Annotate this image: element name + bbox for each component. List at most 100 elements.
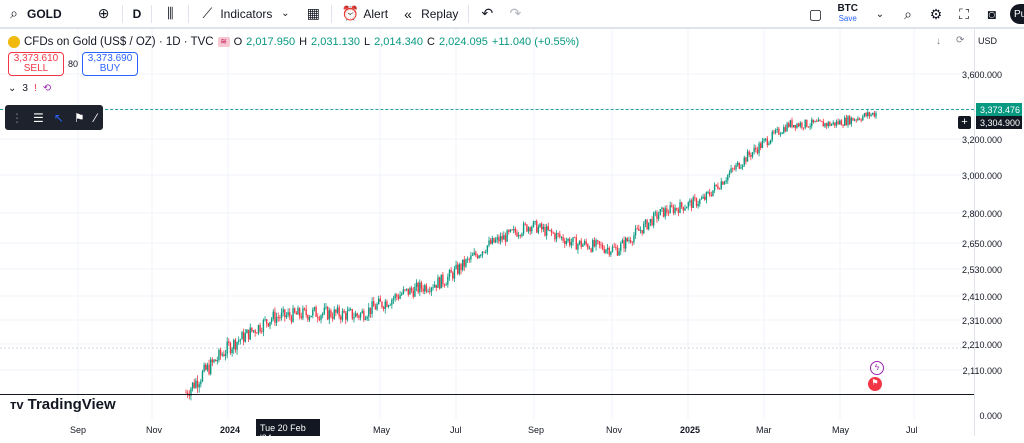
undo-button[interactable]: ↶ <box>473 0 501 28</box>
candle-body <box>541 223 543 230</box>
market-status-icon[interactable]: ≋ <box>217 37 230 47</box>
candle-body <box>687 202 689 208</box>
candle-body <box>544 226 546 236</box>
candle-body <box>377 298 380 305</box>
candle-body <box>412 290 414 297</box>
candle-body <box>832 122 834 125</box>
chart-type-button[interactable]: ⫼ <box>156 0 184 28</box>
redo-button[interactable]: ↷ <box>501 0 529 28</box>
time-axis[interactable]: Sep Nov 2024 May Jul Sep Nov 2025 Mar Ma… <box>0 418 974 436</box>
currency-selector[interactable]: USD <box>978 36 998 46</box>
brush-icon[interactable]: ⁄ <box>94 110 97 125</box>
save-label: Save <box>838 14 857 23</box>
price-chart[interactable] <box>0 29 974 436</box>
candle-body <box>369 307 372 315</box>
add-alert-button[interactable]: + <box>958 116 971 129</box>
quick-search-button[interactable]: ⌕ <box>894 0 922 28</box>
candle-body <box>585 241 587 245</box>
tradingview-logo[interactable]: ᴛᴠ TradingView <box>10 396 116 413</box>
candle-body <box>351 309 354 319</box>
candle-body <box>448 270 451 277</box>
compare-button[interactable]: ⊕ <box>90 0 118 28</box>
candle-body <box>768 143 770 145</box>
candle-body <box>489 240 492 244</box>
layout-save-button[interactable]: BTC Save <box>829 4 866 24</box>
candle-body <box>755 147 757 150</box>
candle-body <box>298 308 301 317</box>
indicators-button[interactable]: ⟋ Indicators ⌄ <box>193 0 299 28</box>
candle-body <box>722 181 724 185</box>
replay-button[interactable]: « Replay <box>394 0 464 28</box>
candle-body <box>368 307 370 317</box>
high-label: H <box>299 36 308 48</box>
candle-body <box>494 239 497 243</box>
snapshot-button[interactable]: ◙ <box>978 0 1006 28</box>
publish-button[interactable]: Pu <box>1010 4 1024 24</box>
candle-body <box>442 274 444 285</box>
lines-icon[interactable]: ☰ <box>33 110 44 125</box>
candle-body <box>272 311 274 319</box>
candle-body <box>648 222 650 230</box>
candle-body <box>753 147 755 153</box>
candle-body <box>373 301 375 307</box>
candle-body <box>537 227 540 233</box>
sell-button[interactable]: 3,373.610 SELL <box>8 52 64 76</box>
candle-body <box>410 288 413 291</box>
layout-button[interactable]: ▢ <box>801 0 829 28</box>
collapse-button[interactable]: ↓ <box>936 36 941 47</box>
candle-body <box>875 112 877 117</box>
symbol-title[interactable]: CFDs on Gold (US$ / OZ) · 1D · TVC <box>24 36 214 48</box>
candle-body <box>657 215 660 219</box>
candle-body <box>236 341 238 350</box>
candle-body <box>228 341 230 344</box>
candle-body <box>391 299 393 305</box>
sell-price: 3,373.610 <box>13 53 59 64</box>
indicators-row[interactable]: ⌄ 3 ! ⟲ <box>8 83 51 94</box>
price-tick: 2,210.000 <box>961 340 1002 350</box>
symbol-search[interactable]: ⌕ GOLD <box>0 0 68 28</box>
candle-body <box>328 310 330 320</box>
cursor-icon[interactable]: ↖ <box>53 110 64 125</box>
candle-body <box>371 301 373 315</box>
candle-body <box>806 119 808 127</box>
candle-body <box>774 130 777 133</box>
templates-button[interactable]: ▦ <box>299 0 327 28</box>
close-value: 2,024.095 <box>438 36 488 48</box>
candle-body <box>746 151 749 162</box>
candle-body <box>699 199 701 205</box>
fullscreen-button[interactable]: ⛶ <box>950 0 978 28</box>
camera-icon: ◙ <box>987 6 997 22</box>
drag-handle-icon[interactable]: ⋮ <box>11 110 23 125</box>
price-scale[interactable] <box>974 29 1024 436</box>
candle-body <box>200 381 202 385</box>
candle-body <box>425 285 428 292</box>
buy-button[interactable]: 3,373.690 BUY <box>82 52 139 76</box>
candle-body <box>246 329 248 334</box>
candle-body <box>284 309 286 318</box>
interval-button[interactable]: D <box>132 6 142 21</box>
candle-body <box>455 264 457 269</box>
candle-body <box>761 140 764 148</box>
candle-body <box>524 223 526 225</box>
event-flag-icon[interactable]: ⚑ <box>868 377 882 391</box>
plus-circle-icon: ⊕ <box>97 5 110 21</box>
candle-body <box>522 223 525 234</box>
flag-icon[interactable]: ⚑ <box>73 110 85 125</box>
candle-body <box>498 237 500 242</box>
refresh-icon: ⟳ <box>956 35 965 46</box>
candle-body <box>677 209 680 214</box>
candle-body <box>264 319 266 321</box>
candle-body <box>865 113 867 117</box>
settings-button[interactable]: ⚙ <box>922 0 950 28</box>
candle-body <box>835 121 838 126</box>
candle-body <box>503 235 505 240</box>
layout-square-icon: ▢ <box>808 5 823 22</box>
auto-scale-button[interactable]: ⟳ <box>956 35 964 46</box>
layout-menu-button[interactable]: ⌄ <box>866 0 894 28</box>
candle-body <box>689 200 691 203</box>
event-lightning-icon[interactable]: ϟ <box>870 361 884 375</box>
alert-button[interactable]: ⏰ Alert <box>336 0 394 28</box>
indicators-count: 3 <box>22 83 28 94</box>
candle-body <box>685 207 688 209</box>
candle-body <box>712 190 714 196</box>
